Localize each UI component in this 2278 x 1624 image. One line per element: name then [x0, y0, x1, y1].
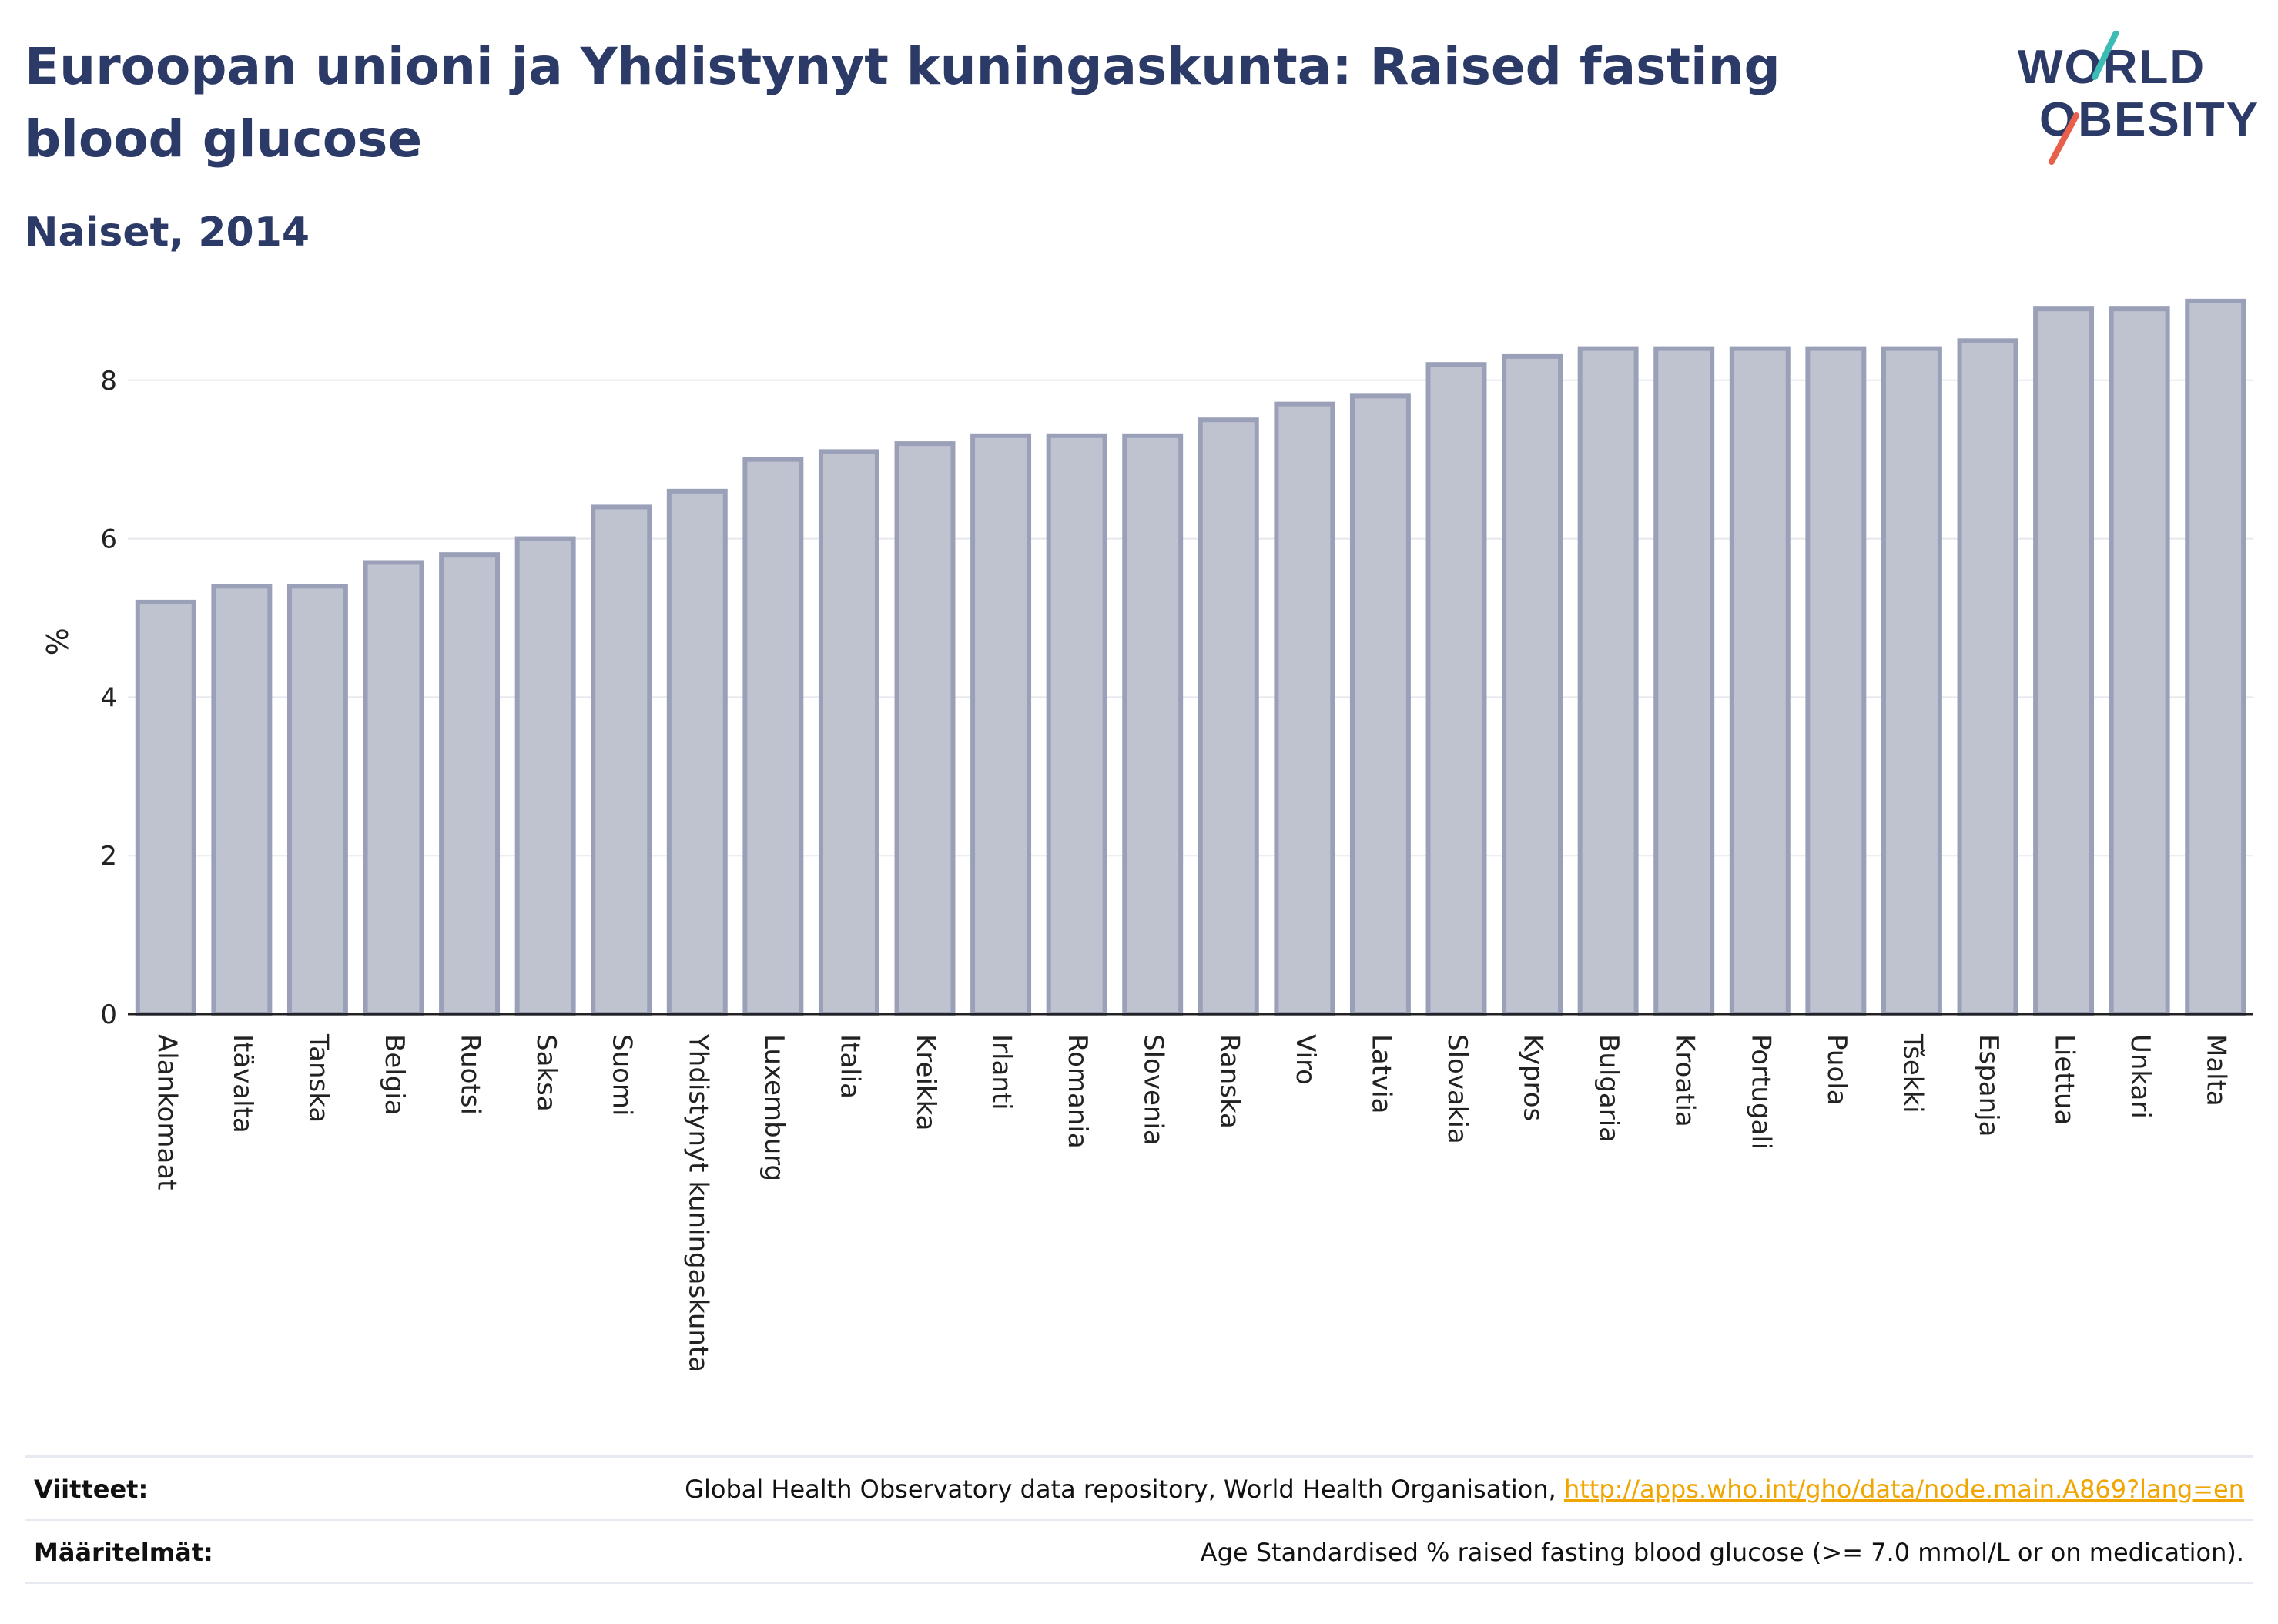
x-tick-label: Ranska: [1214, 1034, 1245, 1129]
x-tick-label: Liettua: [2049, 1034, 2080, 1125]
y-tick-label: 0: [100, 1000, 117, 1030]
bar: [1349, 393, 1411, 1016]
definitions-text: Age Standardised % raised fasting blood …: [1200, 1538, 2244, 1567]
bar: [1425, 362, 1487, 1017]
bar: [1729, 346, 1791, 1016]
x-tick-label: Slovenia: [1138, 1034, 1169, 1146]
bar: [135, 599, 196, 1017]
x-tick-label: Irlanti: [987, 1034, 1017, 1110]
x-tick-label: Ruotsi: [455, 1034, 486, 1115]
chart-subtitle: Naiset, 2014: [25, 209, 310, 256]
bar: [1653, 346, 1715, 1016]
x-tick-label: Saksa: [531, 1034, 561, 1112]
x-tick-label: Espanja: [1973, 1034, 2004, 1137]
x-tick-label: Kroatia: [1670, 1034, 1700, 1127]
sources-label: Viitteet:: [34, 1475, 149, 1504]
bar: [2033, 306, 2095, 1016]
x-tick-label: Belgia: [379, 1034, 410, 1116]
bar: [514, 536, 576, 1017]
x-tick-label: Latvia: [1365, 1034, 1396, 1114]
x-tick-label: Portugali: [1745, 1034, 1776, 1150]
footer-divider: [25, 1582, 2253, 1584]
bar: [591, 504, 652, 1016]
bar: [1805, 346, 1867, 1016]
bar: [1122, 433, 1184, 1016]
x-tick-label: Puola: [1821, 1034, 1852, 1106]
chart-title: Euroopan unioni ja Yhdistynyt kuningasku…: [25, 37, 1781, 169]
definitions-label: Määritelmät:: [34, 1538, 213, 1567]
x-tick-label: Suomi: [607, 1034, 638, 1117]
bar: [894, 441, 956, 1016]
x-tick-label: Itävalta: [227, 1034, 258, 1133]
bar: [1957, 338, 2018, 1017]
bar: [970, 433, 1032, 1016]
x-tick-label: Yhdistynyt kuningaskunta: [682, 1033, 713, 1372]
x-tick-label: Unkari: [2125, 1034, 2156, 1119]
bar: [363, 560, 424, 1016]
bar: [742, 457, 804, 1016]
bar: [1502, 353, 1563, 1017]
y-tick-label: 2: [100, 841, 117, 872]
x-tick-label: Malta: [2201, 1034, 2232, 1107]
x-tick-label: Tšekki: [1897, 1033, 1928, 1113]
bar: [286, 584, 348, 1016]
bar-chart: 0 2 4 6 8% Alankomaat Itävalta Tanska Belgia Ruot…: [39, 298, 2253, 1372]
sources-text-wrap: Global Health Observatory data repositor…: [685, 1475, 2253, 1504]
bar: [211, 584, 273, 1016]
sources-row: Viitteet: Global Health Observatory data…: [25, 1455, 2253, 1521]
bar: [2185, 298, 2246, 1016]
sources-text: Global Health Observatory data repositor…: [685, 1475, 1564, 1504]
world-obesity-logo[interactable]: WORLD OBESITY: [2002, 29, 2264, 169]
x-tick-label: Italia: [834, 1034, 865, 1099]
bar: [1577, 346, 1639, 1016]
definitions-row: Määritelmät: Age Standardised % raised f…: [25, 1519, 2253, 1584]
bar: [666, 488, 728, 1017]
x-tick-label: Alankomaat: [151, 1034, 182, 1190]
bar: [439, 552, 501, 1016]
x-tick-label: Kypros: [1518, 1034, 1549, 1121]
x-tick-label: Kreikka: [910, 1034, 941, 1131]
x-tick-label: Romania: [1062, 1034, 1093, 1149]
x-tick-label: Luxemburg: [759, 1034, 789, 1181]
bar: [1274, 401, 1335, 1017]
bar: [818, 449, 879, 1017]
x-tick-label: Slovakia: [1442, 1034, 1472, 1144]
bar: [2109, 306, 2170, 1016]
x-tick-label: Viro: [1290, 1034, 1321, 1085]
y-tick-label: 6: [100, 524, 117, 555]
sources-link[interactable]: http://apps.who.int/gho/data/node.main.A…: [1563, 1475, 2244, 1504]
bar: [1198, 417, 1259, 1016]
y-tick-label: 4: [100, 682, 117, 713]
y-axis-label: %: [39, 628, 73, 655]
x-tick-label: Tanska: [303, 1033, 333, 1123]
bar: [1881, 346, 1942, 1016]
bar: [1046, 433, 1107, 1016]
logo-graphic: WORLD OBESITY: [2018, 29, 2258, 165]
x-tick-label: Bulgaria: [1593, 1034, 1624, 1143]
y-tick-label: 8: [100, 366, 117, 397]
